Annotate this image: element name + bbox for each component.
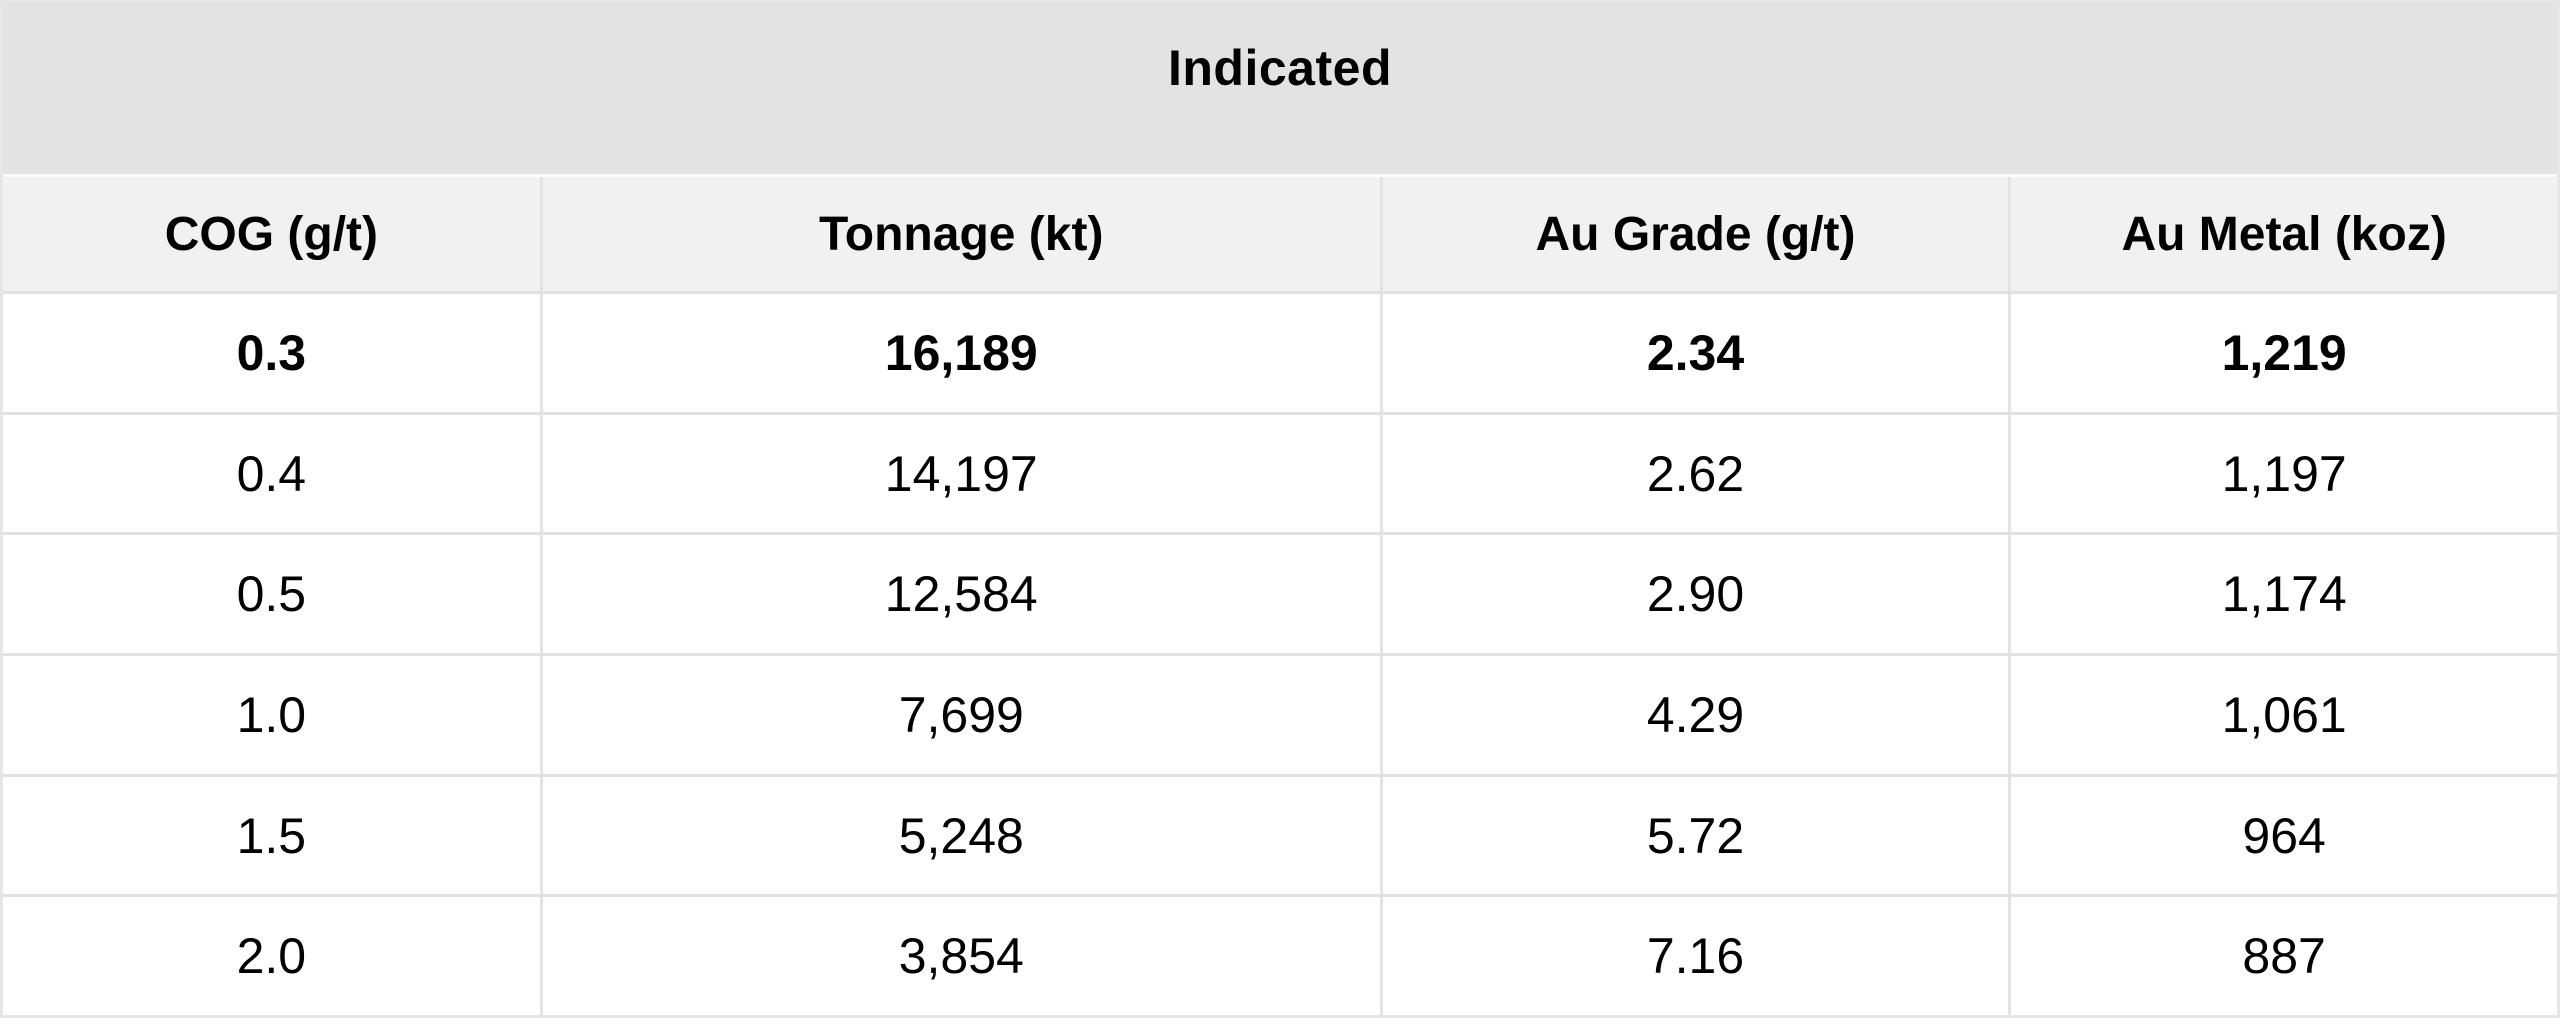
table-row: 0.5 12,584 2.90 1,174 — [3, 532, 2557, 654]
group-header-label: Indicated — [1168, 39, 1392, 96]
au-metal-value: 1,219 — [2008, 294, 2557, 412]
column-header-au-metal: Au Metal (koz) — [2008, 177, 2557, 291]
au-metal-value: 1,061 — [2008, 656, 2557, 774]
au-grade-value: 4.29 — [1379, 656, 2009, 774]
table-row: 2.0 3,854 7.16 887 — [3, 894, 2557, 1016]
table-row: 0.3 16,189 2.34 1,219 — [3, 291, 2557, 412]
tonnage-value: 14,197 — [539, 414, 1380, 533]
column-header-tonnage: Tonnage (kt) — [539, 177, 1380, 291]
cog-value: 1.0 — [236, 686, 307, 743]
cog-value: 0.5 — [236, 566, 307, 623]
column-header-cog: COG (g/t) — [164, 207, 378, 261]
tonnage-value: 12,584 — [539, 535, 1380, 654]
au-grade-value: 7.16 — [1379, 897, 2009, 1016]
au-grade-value: 2.90 — [1379, 535, 2009, 654]
cog-value: 2.0 — [236, 928, 307, 985]
au-grade-value: 2.34 — [1379, 294, 2009, 412]
column-header-au-grade: Au Grade (g/t) — [1379, 177, 2009, 291]
column-header-row: COG (g/t) Tonnage (kt) Au Grade (g/t) Au… — [3, 174, 2557, 291]
table-row: 0.4 14,197 2.62 1,197 — [3, 411, 2557, 533]
au-metal-value: 964 — [2008, 776, 2557, 895]
tonnage-value: 7,699 — [539, 656, 1380, 774]
au-metal-value: 887 — [2008, 897, 2557, 1016]
cog-value: 1.5 — [236, 807, 307, 864]
cog-value: 0.4 — [236, 445, 307, 502]
tonnage-value: 5,248 — [539, 776, 1380, 895]
table-row: 1.5 5,248 5.72 964 — [3, 773, 2557, 895]
tonnage-value: 3,854 — [539, 897, 1380, 1016]
group-header-band: Indicated — [3, 3, 2557, 174]
au-grade-value: 5.72 — [1379, 776, 2009, 895]
au-metal-value: 1,174 — [2008, 535, 2557, 654]
table-row: 1.0 7,699 4.29 1,061 — [3, 653, 2557, 774]
au-metal-value: 1,197 — [2008, 414, 2557, 533]
cog-value: 0.3 — [236, 324, 307, 381]
tonnage-value: 16,189 — [539, 294, 1380, 412]
au-grade-value: 2.62 — [1379, 414, 2009, 533]
